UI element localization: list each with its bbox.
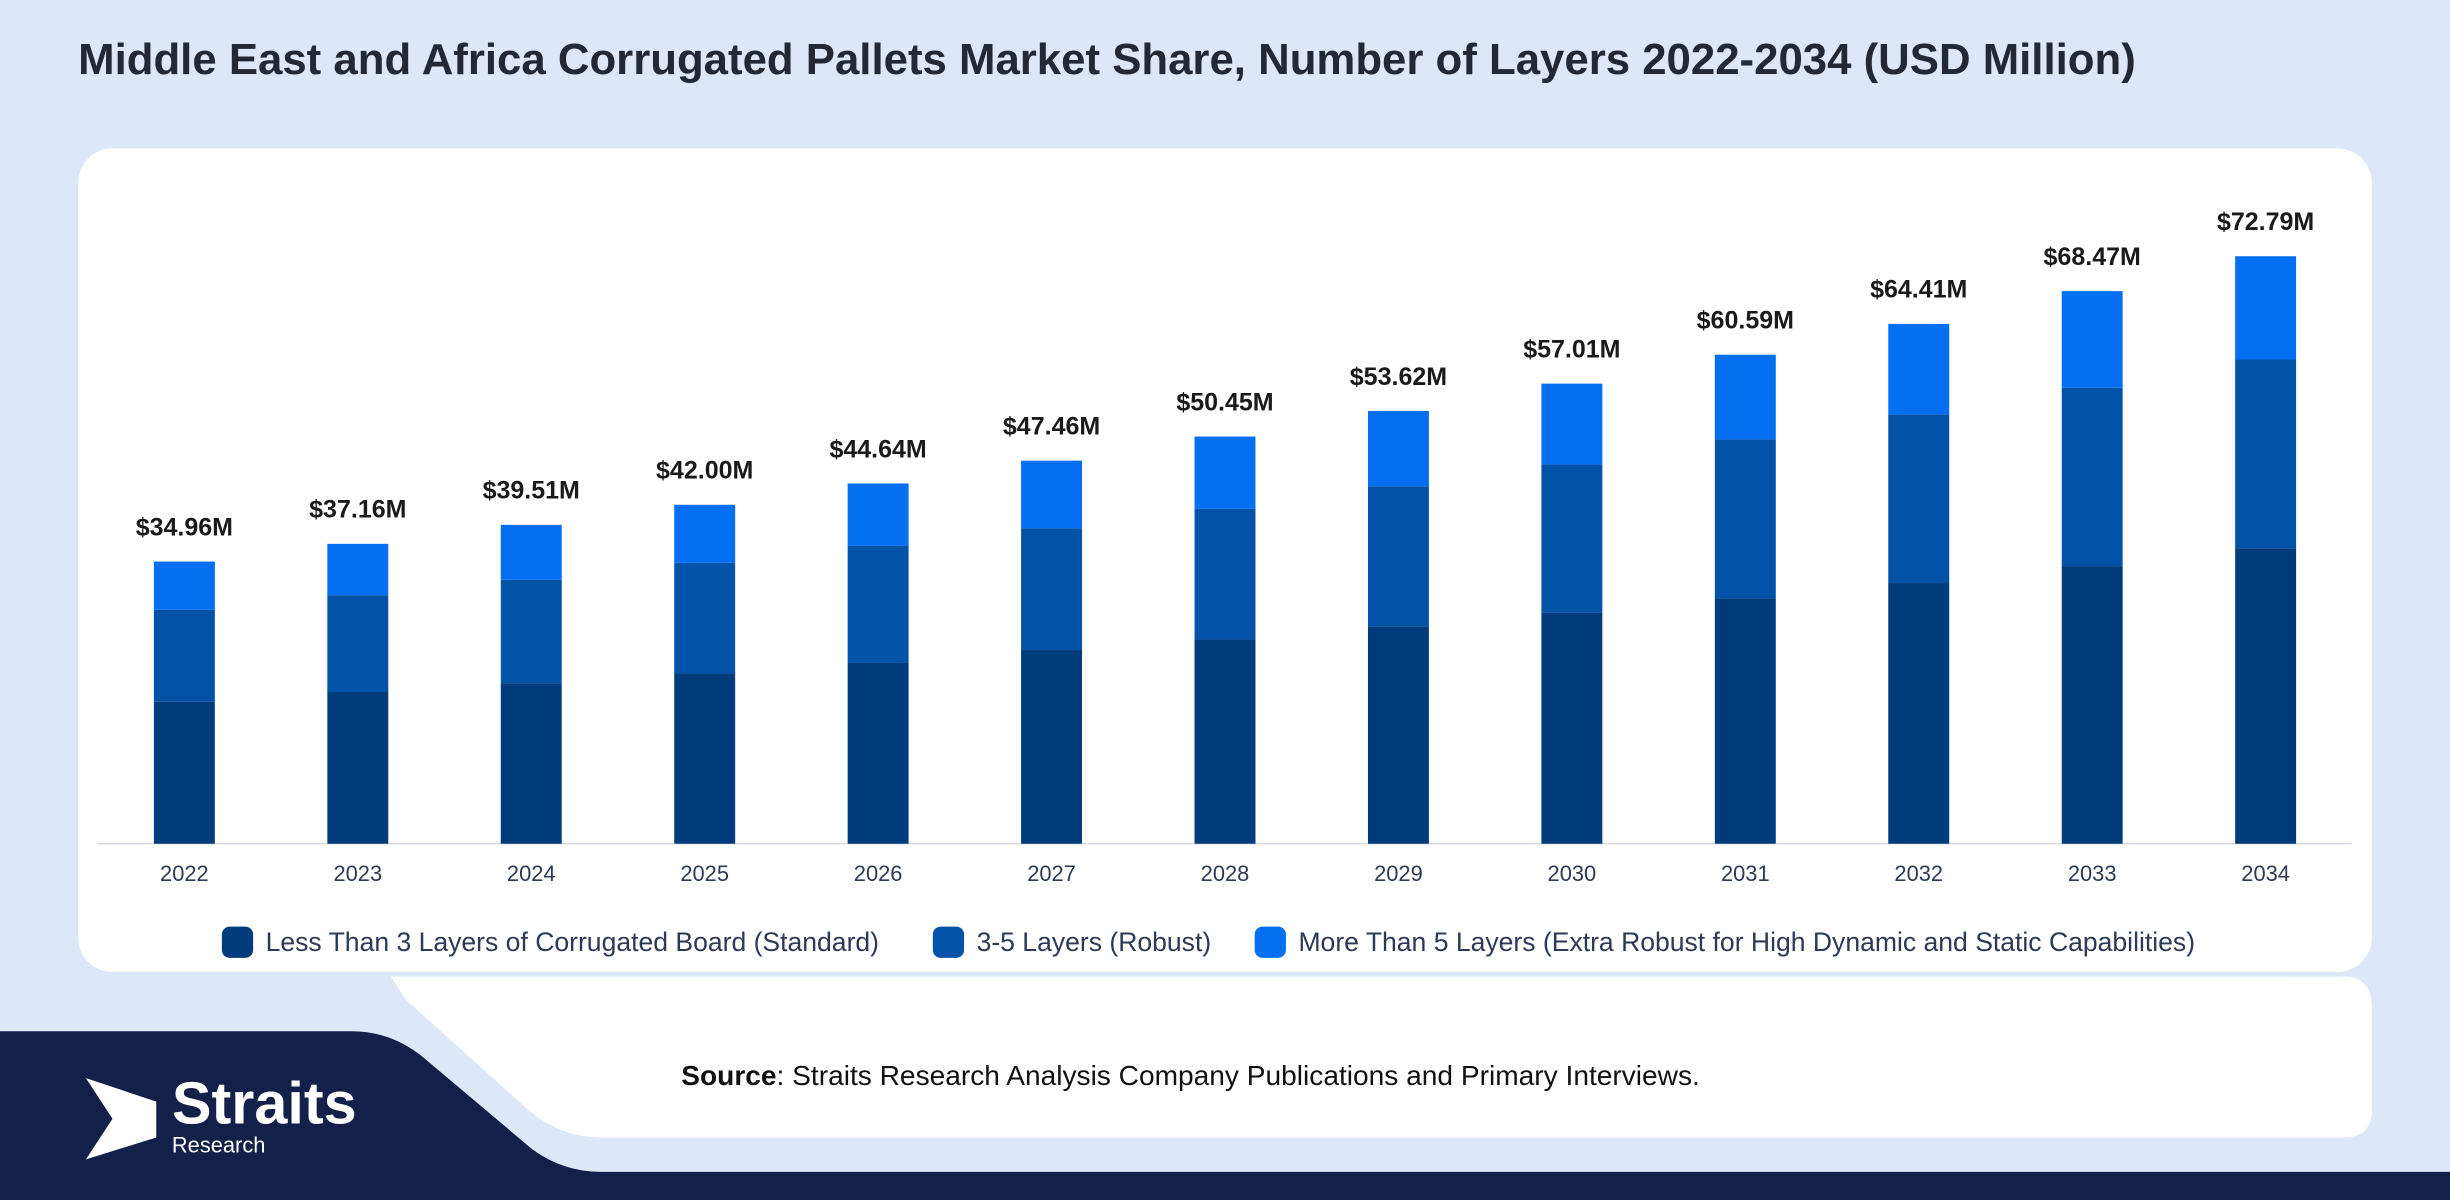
legend-label: 3-5 Layers (Robust) xyxy=(977,927,1212,957)
bar-segment xyxy=(2061,291,2123,388)
total-label: $34.96M xyxy=(136,513,233,541)
bar-segment xyxy=(1714,598,1776,844)
total-label: $44.64M xyxy=(829,435,926,463)
legend-swatch xyxy=(932,926,965,958)
x-tick-label: 2034 xyxy=(2241,861,2290,886)
bar-segment xyxy=(1541,464,1603,613)
logo-icon xyxy=(85,1078,157,1160)
bar-segment xyxy=(1021,460,1083,529)
x-tick-label: 2030 xyxy=(1548,861,1597,886)
bar-segment xyxy=(1541,383,1603,465)
bar-segment xyxy=(1367,486,1429,627)
chart-title: Middle East and Africa Corrugated Pallet… xyxy=(78,35,2136,84)
bar-segment xyxy=(847,662,909,844)
bar-segment xyxy=(327,595,389,693)
source: Source: Straits Research Analysis Compan… xyxy=(681,1061,1700,1092)
x-tick-label: 2023 xyxy=(333,861,382,886)
bar-segment xyxy=(2061,566,2123,844)
x-tick-label: 2022 xyxy=(160,861,209,886)
total-label: $57.01M xyxy=(1523,335,1620,363)
bar-segment xyxy=(1714,354,1776,440)
bar-segment xyxy=(2235,256,2297,360)
bar-segment xyxy=(500,524,562,580)
legend-swatch xyxy=(221,926,254,958)
total-label: $50.45M xyxy=(1176,388,1273,416)
bar-segment xyxy=(1367,626,1429,844)
x-tick-label: 2025 xyxy=(680,861,729,886)
logo-name: Straits xyxy=(172,1070,357,1137)
bar-segment xyxy=(500,683,562,844)
logo-sub: Research xyxy=(172,1133,266,1158)
bar-segment xyxy=(674,562,736,674)
x-tick-label: 2029 xyxy=(1374,861,1423,886)
bar-segment xyxy=(153,609,215,702)
total-label: $60.59M xyxy=(1697,307,1794,335)
bar-segment xyxy=(1194,508,1256,640)
bar-segment xyxy=(1194,436,1256,509)
bar-segment xyxy=(1541,612,1603,844)
x-tick-label: 2027 xyxy=(1027,861,1076,886)
bar-segment xyxy=(327,543,389,596)
legend-swatch xyxy=(1254,926,1286,958)
footer-band xyxy=(0,1031,2450,1200)
x-tick-label: 2028 xyxy=(1201,861,1250,886)
total-label: $47.46M xyxy=(1003,412,1100,440)
x-tick-label: 2032 xyxy=(1894,861,1943,886)
x-tick-label: 2024 xyxy=(507,861,556,886)
bar-segment xyxy=(674,673,736,844)
legend-label: Less Than 3 Layers of Corrugated Board (… xyxy=(266,927,879,957)
bar-segment xyxy=(2061,387,2123,567)
total-label: $72.79M xyxy=(2217,208,2314,236)
bar-segment xyxy=(500,579,562,684)
bar-segment xyxy=(153,701,215,844)
x-tick-label: 2031 xyxy=(1721,861,1770,886)
bar-segment xyxy=(1367,410,1429,487)
bar-segment xyxy=(674,504,736,563)
bar-segment xyxy=(847,545,909,663)
source-panel xyxy=(390,976,2372,1138)
bar-segment xyxy=(327,692,389,844)
x-tick-label: 2033 xyxy=(2068,861,2117,886)
bar-segment xyxy=(847,483,909,546)
legend-label: More Than 5 Layers (Extra Robust for Hig… xyxy=(1298,927,2195,957)
bar-segment xyxy=(1021,528,1083,651)
bar-segment xyxy=(2235,359,2297,549)
bar-segment xyxy=(1888,414,1950,584)
bar-segment xyxy=(1888,583,1950,844)
bar-segment xyxy=(1888,323,1950,415)
bar-segment xyxy=(1021,650,1083,844)
bar-segment xyxy=(153,561,215,610)
total-label: $42.00M xyxy=(656,457,753,485)
bar-segment xyxy=(1714,439,1776,599)
source-label: Source xyxy=(681,1061,776,1092)
bar-segment xyxy=(2235,548,2297,844)
x-tick-label: 2026 xyxy=(854,861,903,886)
total-label: $64.41M xyxy=(1870,276,1967,304)
total-label: $39.51M xyxy=(483,477,580,505)
total-label: $53.62M xyxy=(1350,363,1447,391)
total-label: $68.47M xyxy=(2044,243,2141,271)
source-text: : Straits Research Analysis Company Publ… xyxy=(777,1061,1700,1092)
total-label: $37.16M xyxy=(309,496,406,524)
bar-segment xyxy=(1194,639,1256,844)
